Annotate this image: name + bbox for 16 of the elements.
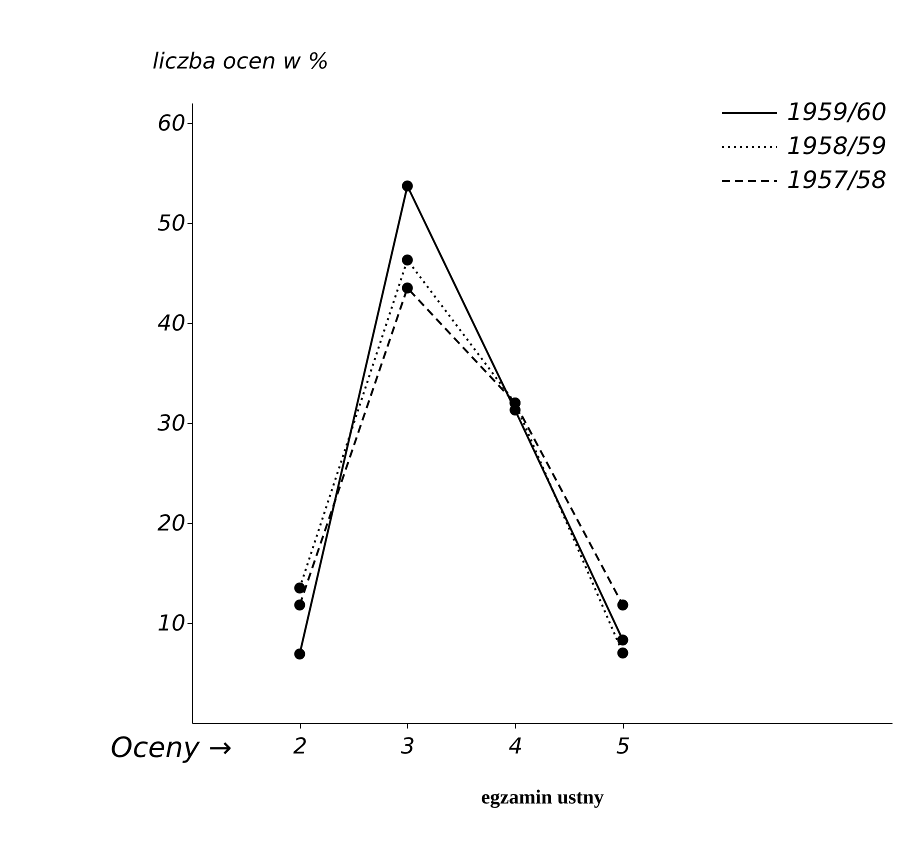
legend-label: 1959/60 — [787, 98, 887, 126]
y-tick-label: 30 — [158, 412, 186, 436]
text: Oceny → — [110, 731, 232, 764]
y-tick-label: 50 — [158, 212, 186, 236]
y-tick-label: 10 — [158, 612, 186, 636]
y-tick-label: 40 — [158, 312, 186, 336]
y-tick-label: 60 — [158, 112, 186, 136]
x-axis-title: egzamin ustny — [481, 786, 604, 808]
x-tick-label: 2 — [293, 734, 308, 760]
legend-label: 1958/59 — [787, 132, 887, 160]
y-axis-title: liczba ocen w % — [152, 50, 329, 74]
x-tick-label: 5 — [616, 734, 630, 760]
y-tick-label: 20 — [158, 512, 186, 536]
x-tick-label: 4 — [508, 734, 523, 760]
x-tick-label: 3 — [400, 734, 415, 760]
legend-label: 1957/58 — [787, 166, 887, 194]
